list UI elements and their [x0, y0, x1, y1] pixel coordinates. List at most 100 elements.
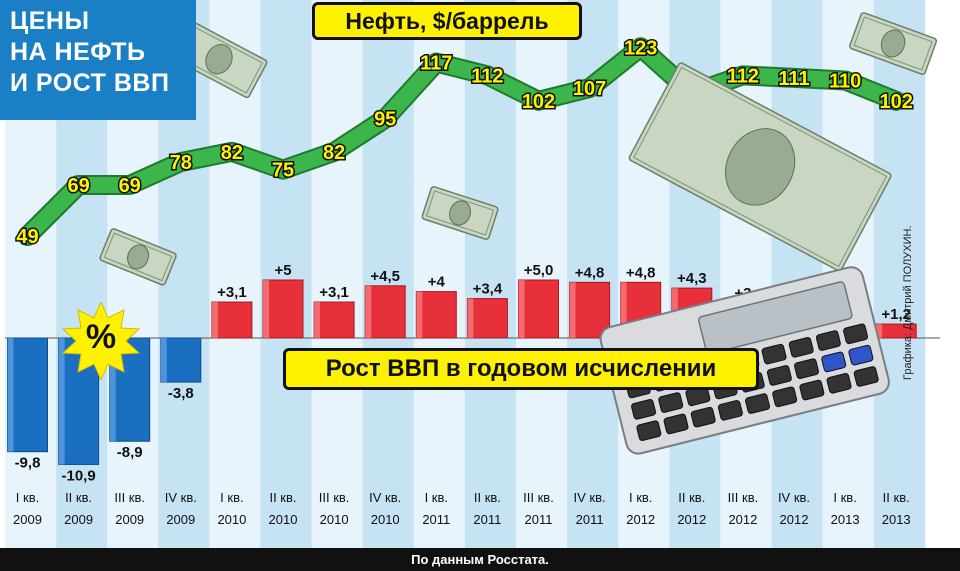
gdp-bar-highlight: [620, 282, 627, 338]
x-tick-year: 2011: [525, 512, 553, 527]
oil-line: [19, 39, 905, 244]
oil-data-label: 49: [16, 226, 38, 248]
x-tick-quarter: II кв.: [269, 490, 296, 505]
x-tick-quarter: III кв.: [523, 490, 554, 505]
oil-data-label: 102: [522, 91, 555, 113]
bill-portrait: [205, 44, 233, 75]
gdp-bar-highlight: [467, 298, 474, 338]
bill-border: [633, 66, 888, 268]
oil-data-label: 95: [374, 109, 396, 131]
calculator-key: [663, 413, 689, 435]
dollar-bill-icon: [849, 12, 938, 75]
column-stripe: [771, 0, 824, 548]
chart-title: ЦЕНЫ НА НЕФТЬ И РОСТ ВВП: [0, 0, 196, 120]
x-tick-year: 2009: [115, 512, 144, 527]
gdp-data-label: -8,9: [117, 444, 143, 461]
calculator-key: [821, 351, 847, 373]
oil-data-label: 75: [272, 160, 294, 182]
x-tick-year: 2010: [371, 512, 400, 527]
gdp-data-label: -9,8: [15, 455, 41, 472]
gdp-bar-highlight: [416, 291, 423, 338]
calculator-key: [853, 366, 879, 387]
bill-portrait: [725, 128, 796, 206]
x-tick-year: 2010: [269, 512, 298, 527]
oil-series-label: Нефть, $/баррель: [312, 2, 582, 40]
calculator-key: [658, 392, 684, 413]
column-stripe: [873, 0, 926, 548]
oil-data-label: 110: [829, 70, 861, 92]
calculator-key: [843, 323, 869, 345]
calculator-key: [799, 379, 825, 401]
gdp-bar: [364, 285, 406, 339]
x-tick-quarter: II кв.: [474, 490, 501, 505]
calculator-key: [815, 330, 841, 351]
gdp-data-label: +3,1: [217, 284, 247, 301]
gdp-data-label: +3,4: [473, 281, 503, 298]
title-line-1: ЦЕНЫ: [10, 7, 90, 35]
x-tick-year: 2012: [677, 512, 706, 527]
calculator-display: [698, 281, 853, 355]
oil-data-label: 102: [880, 91, 913, 113]
calculator-key: [794, 358, 820, 379]
dollar-bill-icon: [421, 186, 499, 240]
oil-data-label: 107: [573, 78, 606, 100]
calculator-key: [631, 399, 657, 420]
x-tick-year: 2012: [780, 512, 809, 527]
gdp-bar-highlight: [211, 302, 218, 338]
calculator-key: [636, 420, 662, 441]
bill-border: [425, 190, 495, 236]
gdp-data-label: +4,3: [677, 270, 707, 287]
bill-border: [853, 16, 933, 71]
calculator-key: [848, 344, 874, 366]
x-tick-year: 2012: [728, 512, 757, 527]
x-tick-quarter: III кв.: [114, 490, 145, 505]
x-tick-quarter: II кв.: [678, 490, 705, 505]
column-stripe: [260, 0, 313, 548]
gdp-bar-highlight: [876, 324, 883, 338]
gdp-bar: [518, 279, 559, 339]
percent-badge-icon: [62, 302, 140, 380]
gdp-bar: [160, 337, 202, 383]
oil-data-label: 111: [778, 68, 809, 90]
x-tick-quarter: IV кв.: [369, 490, 401, 505]
bill-portrait: [449, 200, 471, 226]
oil-data-label: 117: [420, 53, 452, 75]
gdp-bar: [415, 291, 457, 339]
gdp-data-label: +4: [428, 274, 446, 291]
gdp-data-label: +4,8: [626, 264, 656, 281]
gdp-data-label: -3,8: [168, 385, 194, 402]
oil-data-label: 82: [221, 142, 243, 164]
calculator-key: [690, 406, 716, 428]
x-tick-year: 2009: [64, 512, 93, 527]
oil-data-label: 78: [170, 152, 192, 174]
x-tick-year: 2009: [166, 512, 195, 527]
x-tick-quarter: I кв.: [629, 490, 652, 505]
gdp-series-label: Рост ВВП в годовом исчислении: [283, 348, 759, 390]
x-tick-year: 2010: [320, 512, 349, 527]
calculator-key: [745, 393, 771, 414]
graphics-credit: Графика: Дмитрий ПОЛУХИН.: [902, 225, 914, 381]
x-tick-quarter: III кв.: [728, 490, 759, 505]
oil-data-label: 112: [727, 65, 759, 87]
calculator-key: [788, 337, 814, 358]
source-footer: По данным Росстата.: [0, 548, 960, 571]
x-tick-year: 2011: [576, 512, 604, 527]
x-tick-quarter: II кв.: [883, 490, 910, 505]
oil-data-label: 82: [323, 142, 345, 164]
x-tick-quarter: III кв.: [319, 490, 350, 505]
bill-portrait: [880, 29, 906, 58]
x-tick-year: 2011: [422, 512, 450, 527]
gdp-bar-highlight: [160, 338, 167, 383]
calculator-key: [717, 400, 743, 421]
oil-data-label: 69: [119, 175, 141, 197]
column-stripe: [618, 0, 670, 548]
oil-data-label: 123: [624, 37, 657, 59]
x-tick-year: 2013: [831, 512, 860, 527]
oil-data-label: 69: [67, 175, 89, 197]
x-tick-quarter: I кв.: [425, 490, 448, 505]
gdp-data-label: +5,0: [524, 262, 554, 279]
x-tick-year: 2012: [626, 512, 655, 527]
gdp-data-label: +1,2: [881, 306, 911, 323]
x-tick-year: 2009: [13, 512, 42, 527]
